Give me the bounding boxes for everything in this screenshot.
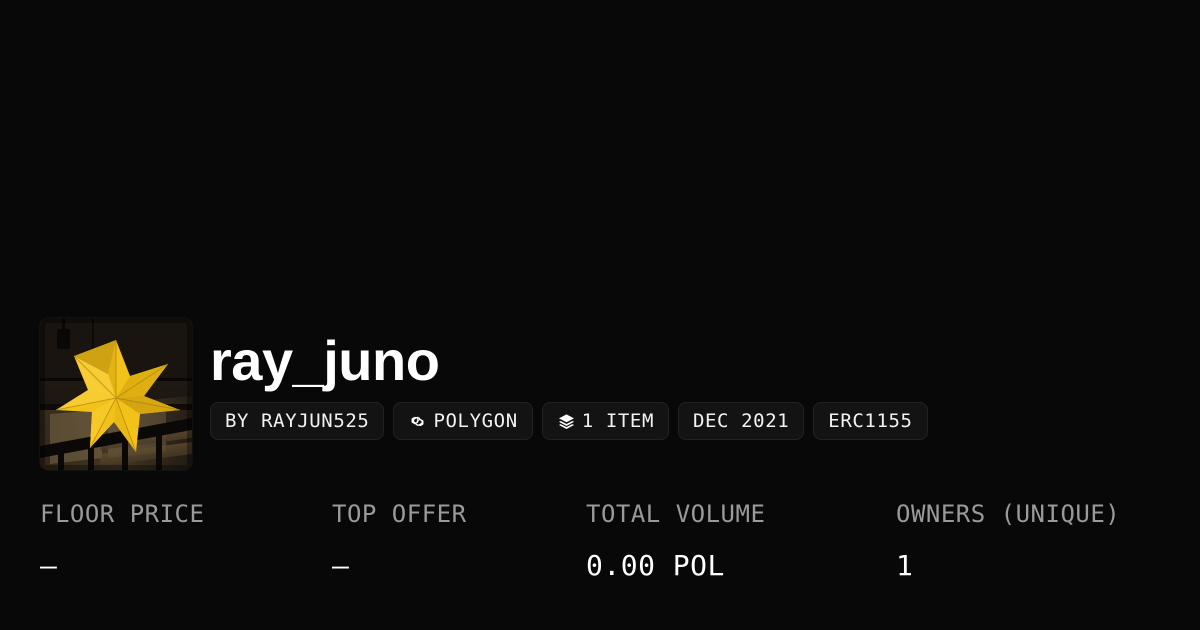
stat-top-offer-value: —	[332, 549, 350, 582]
collection-thumbnail[interactable]	[40, 318, 192, 470]
polygon-icon	[408, 412, 427, 431]
collection-header: ray_juno BY RAYJUN525 POLYGON	[40, 318, 928, 470]
badge-creator-label: BY RAYJUN525	[225, 409, 370, 432]
stat-total-volume: TOTAL VOLUME 0.00 POL	[586, 500, 896, 582]
collection-stats: FLOOR PRICE — TOP OFFER — TOTAL VOLUME 0…	[40, 500, 1160, 582]
badge-row: BY RAYJUN525 POLYGON	[210, 402, 928, 440]
page-title: ray_juno	[210, 329, 440, 392]
badge-item-count[interactable]: 1 ITEM	[541, 402, 669, 440]
stat-top-offer: TOP OFFER —	[332, 500, 586, 582]
badge-item-count-label: 1 ITEM	[581, 409, 654, 432]
badge-created-date-label: DEC 2021	[692, 409, 790, 432]
collection-identity: ray_juno BY RAYJUN525 POLYGON	[210, 318, 928, 440]
badge-chain-label: POLYGON	[433, 409, 518, 432]
stat-top-offer-label: TOP OFFER	[332, 500, 467, 528]
badge-token-standard[interactable]: ERC1155	[813, 402, 928, 440]
stat-owners-unique: OWNERS (UNIQUE) 1	[896, 500, 1160, 582]
stat-floor-price-value: —	[40, 549, 58, 582]
badge-chain[interactable]: POLYGON	[393, 402, 533, 440]
stat-owners-unique-value: 1	[896, 549, 914, 582]
stat-floor-price-label: FLOOR PRICE	[40, 500, 205, 528]
layers-icon	[557, 412, 576, 431]
stat-total-volume-label: TOTAL VOLUME	[586, 500, 766, 528]
stat-floor-price: FLOOR PRICE —	[40, 500, 332, 582]
stat-total-volume-value: 0.00 POL	[586, 549, 725, 582]
stat-owners-unique-label: OWNERS (UNIQUE)	[896, 500, 1121, 528]
badge-token-standard-label: ERC1155	[828, 409, 913, 432]
badge-creator[interactable]: BY RAYJUN525	[210, 402, 385, 440]
badge-created-date[interactable]: DEC 2021	[677, 402, 805, 440]
